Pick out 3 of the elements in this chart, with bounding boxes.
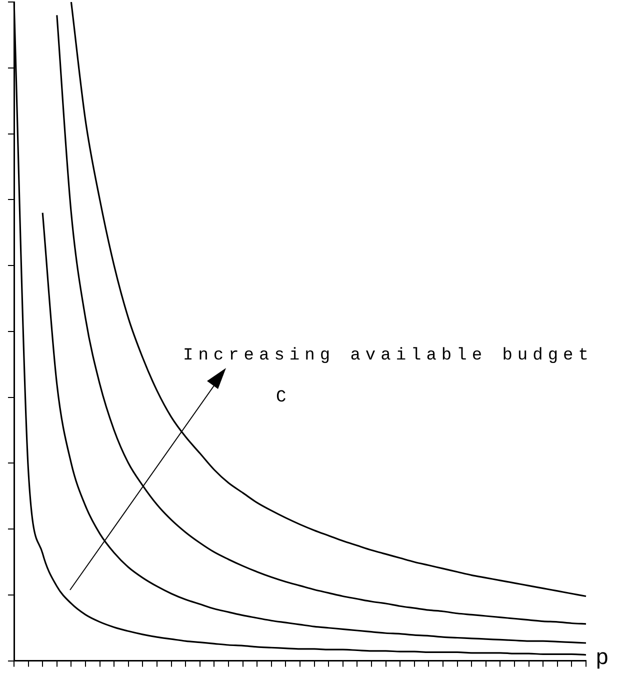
x-axis-title: p <box>596 644 608 669</box>
annotation: Increasing available budget <box>183 346 594 366</box>
annotation: C <box>276 388 292 408</box>
